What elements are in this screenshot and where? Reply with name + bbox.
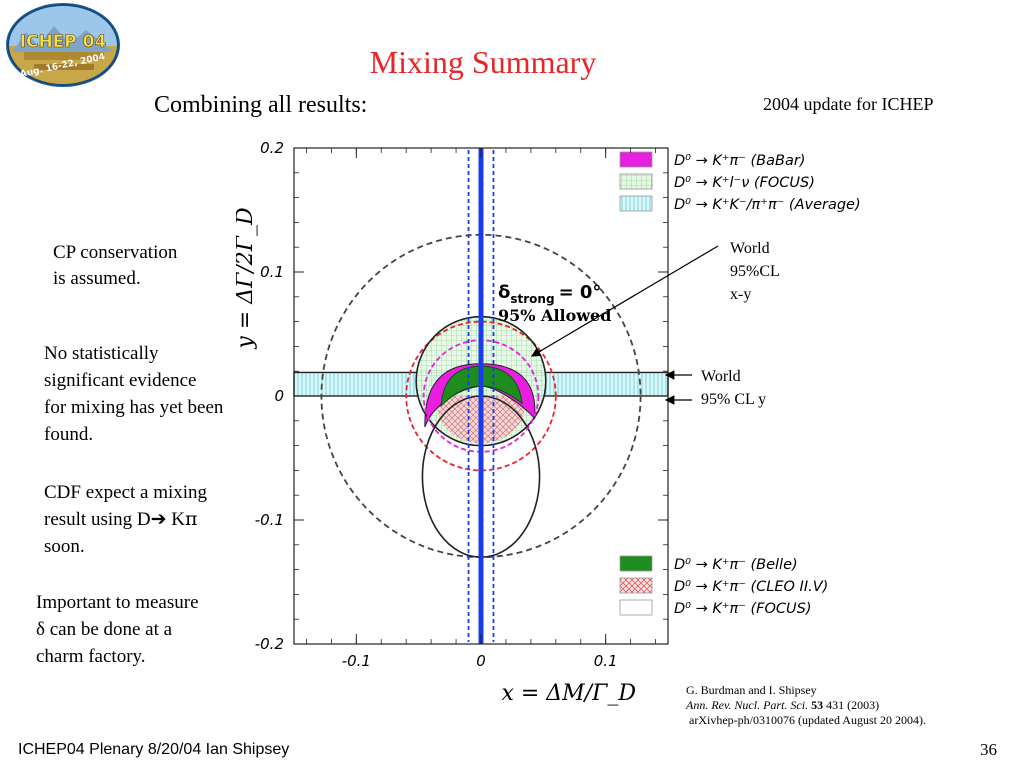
- legend-bottom-swatch: [619, 577, 653, 594]
- annotation-world-xy-line-1: World: [730, 240, 770, 257]
- legend-top-label: D⁰ → K⁺π⁻ (BaBar): [674, 153, 805, 169]
- annotation-world-xy-line-3: x-y: [730, 286, 752, 303]
- allowed-delta-label: δstrong = 0°: [498, 282, 601, 306]
- note-cdf-d: result using D: [44, 509, 151, 530]
- right-arrow-icon: ➔: [150, 508, 167, 530]
- annotation-world-xy-line-2: 95%CL: [730, 263, 780, 280]
- legend-top-label: D⁰ → K⁺K⁻/π⁺π⁻ (Average): [674, 197, 861, 213]
- legend-top-label: D⁰ → K⁺l⁻ν (FOCUS): [674, 175, 815, 191]
- legend-bottom-label: D⁰ → K⁺π⁻ (CLEO II.V): [674, 579, 828, 595]
- legend-top-swatch: [619, 195, 653, 212]
- x-axis-label: x = ΔM/Γ_D: [501, 681, 636, 706]
- slide-footer: ICHEP04 Plenary 8/20/04 Ian Shipsey: [18, 741, 290, 758]
- legend-bottom-label: D⁰ → K⁺π⁻ (Belle): [674, 557, 798, 573]
- y-tick-label: -0.1: [255, 511, 284, 529]
- y-axis-label: y = ΔΓ/2Γ_D: [236, 207, 258, 350]
- legend-bottom-swatch: [619, 599, 653, 616]
- slide-subtitle: Combining all results:: [154, 92, 368, 118]
- annotation-arrows: [530, 245, 719, 405]
- mixing-plot: 0.20.10-0.1-0.2-0.100.1y = ΔΓ/2Γ_Dx = ΔM…: [233, 130, 886, 720]
- y-tick-label: -0.2: [255, 635, 284, 653]
- pi-symbol: π: [185, 508, 198, 530]
- y-tick-label: 0.2: [260, 139, 284, 157]
- note-measure-line-2: δ can be done at a: [36, 619, 173, 640]
- x-tick-label: -0.1: [342, 652, 371, 670]
- annotation-world-y: World 95% CL y: [701, 365, 766, 411]
- note-cdf-line-3: soon.: [44, 536, 85, 557]
- note-cdf-line-1: CDF expect a mixing: [44, 482, 208, 503]
- annotation-world-xy: World 95%CL x-y: [730, 237, 780, 306]
- note-evidence-line-1: No statistically: [44, 343, 159, 364]
- annotation-world-y-line-1: World: [701, 368, 741, 385]
- y-tick-label: 0: [274, 387, 284, 405]
- reference-arxiv: arXivhep-ph/0310076 (updated August 20 2…: [689, 713, 926, 727]
- annotation-world-y-line-2: 95% CL y: [701, 391, 767, 408]
- allowed-delta-symbol: δ: [498, 282, 510, 303]
- page-number: 36: [980, 740, 997, 759]
- reference-volume: 53: [811, 698, 824, 712]
- x-tick-label: 0: [476, 652, 486, 670]
- ichep04-logo: ICHEP 04 Aug. 16-22, 2004: [4, 2, 122, 88]
- legend-bottom-label: D⁰ → K⁺π⁻ (FOCUS): [674, 601, 812, 617]
- allowed-delta-value: = 0°: [559, 282, 602, 303]
- note-evidence-line-2: significant evidence: [44, 370, 197, 391]
- allowed-delta-subscript: strong: [510, 292, 554, 306]
- note-measure-line-1: Important to measure: [36, 592, 199, 613]
- note-cdf-k: K: [171, 509, 186, 530]
- note-cp-line-2: is assumed.: [53, 268, 141, 289]
- note-cp: CP conservation is assumed.: [53, 240, 177, 292]
- note-evidence: No statistically significant evidence fo…: [44, 340, 223, 448]
- reference-journal-line: Ann. Rev. Nucl. Part. Sci. 53 431 (2003): [686, 698, 926, 713]
- reference-journal: Ann. Rev. Nucl. Part. Sci: [686, 698, 806, 712]
- logo-title-text: ICHEP 04: [20, 32, 107, 52]
- reference-authors: G. Burdman and I. Shipsey: [686, 683, 817, 697]
- reference-pages: 431 (2003): [823, 698, 880, 712]
- note-evidence-line-4: found.: [44, 424, 94, 445]
- reference: G. Burdman and I. Shipsey Ann. Rev. Nucl…: [686, 683, 926, 728]
- note-measure-line-3: charm factory.: [36, 646, 146, 667]
- slide-title: Mixing Summary: [369, 44, 597, 80]
- note-cdf-line-2: result using D➔ Kπ: [44, 506, 207, 533]
- update-note: 2004 update for ICHEP: [763, 94, 934, 114]
- arrow-world-xy: [530, 245, 719, 357]
- mixing-chart: 0.20.10-0.1-0.2-0.100.1y = ΔΓ/2Γ_Dx = ΔM…: [233, 139, 861, 706]
- logo-graphic: ICHEP 04 Aug. 16-22, 2004: [6, 3, 120, 87]
- legend-bottom-swatch: [619, 555, 653, 572]
- allowed-line-2: 95% Allowed: [498, 306, 611, 325]
- note-measure: Important to measure δ can be done at a …: [36, 589, 199, 670]
- legend-top-swatch: [619, 151, 653, 168]
- x-tick-label: 0.1: [594, 652, 618, 670]
- note-cp-line-1: CP conservation: [53, 242, 178, 263]
- y-tick-label: 0.1: [260, 263, 284, 281]
- legend-top-swatch: [619, 173, 653, 190]
- reference-sep: .: [805, 698, 812, 712]
- note-evidence-line-3: for mixing has yet been: [44, 397, 224, 418]
- note-cdf: CDF expect a mixing result using D➔ Kπ s…: [44, 479, 207, 560]
